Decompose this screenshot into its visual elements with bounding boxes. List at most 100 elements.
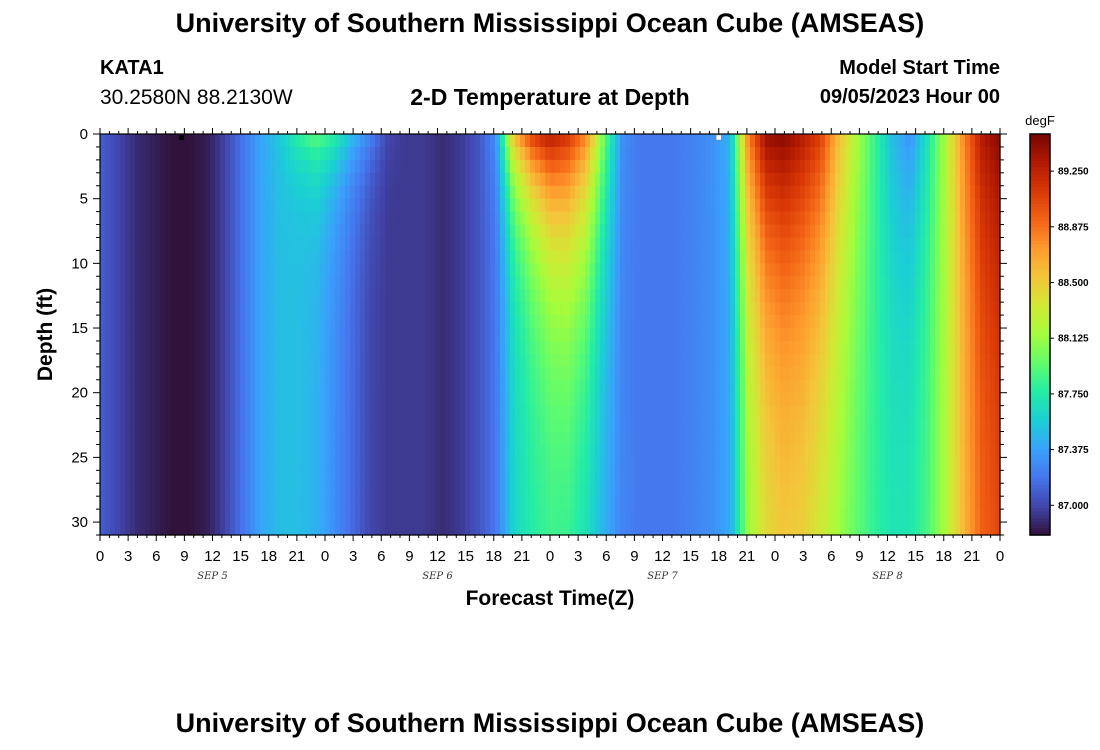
heatmap-cell [385,185,391,200]
heatmap-cell [130,340,136,355]
heatmap-cell [880,392,886,407]
heatmap-cell [610,470,616,484]
heatmap-cell [370,146,376,161]
heatmap-cell [460,250,466,264]
heatmap-cell [745,263,751,277]
heatmap-cell [680,302,686,316]
heatmap-cell [590,353,596,368]
chart-title: 2-D Temperature at Depth [410,84,690,110]
heatmap-cell [710,328,716,342]
heatmap-cell [595,146,601,161]
heatmap-cell [115,405,121,420]
heatmap-cell [855,431,861,446]
heatmap-cell [775,185,781,200]
heatmap-cell [625,302,631,316]
heatmap-cell [475,276,481,290]
heatmap-cell [695,353,701,368]
heatmap-cell [780,146,786,161]
heatmap-cell [235,509,241,523]
heatmap-cell [320,134,326,148]
heatmap-cell [655,315,661,329]
heatmap-cell [725,302,731,316]
heatmap-cell [505,522,511,536]
heatmap-cell [680,522,686,536]
heatmap-cell [895,353,901,368]
heatmap-cell [330,134,336,148]
heatmap-cell [855,315,861,329]
heatmap-cell [170,379,176,394]
heatmap-cell [630,457,636,471]
heatmap-cell [330,276,336,290]
heatmap-cell [205,418,211,433]
heatmap-cell [725,496,731,510]
heatmap-cell [200,405,206,420]
heatmap-cell [845,522,851,536]
heatmap-cell [290,289,296,303]
heatmap-cell [545,302,551,316]
heatmap-cell [830,483,836,497]
heatmap-cell [595,289,601,303]
heatmap-cell [560,444,566,458]
heatmap-cell [385,276,391,290]
heatmap-cell [365,224,371,239]
heatmap-cell [160,134,166,148]
heatmap-cell [180,250,186,264]
heatmap-cell [255,366,261,381]
heatmap-cell [355,353,361,368]
heatmap-cell [165,159,171,174]
heatmap-cell [800,134,806,148]
heatmap-cell [255,353,261,368]
heatmap-cell [145,250,151,264]
heatmap-cell [230,353,236,368]
heatmap-cell [195,431,201,446]
heatmap-cell [750,289,756,303]
heatmap-cell [125,496,131,510]
heatmap-cell [890,418,896,433]
heatmap-cell [555,159,561,174]
heatmap-cell [875,431,881,446]
heatmap-cell [495,289,501,303]
heatmap-cell [205,302,211,316]
heatmap-cell [750,237,756,252]
heatmap-cell [540,444,546,458]
heatmap-cell [845,315,851,329]
heatmap-cell [545,379,551,394]
heatmap-cell [205,289,211,303]
heatmap-cell [560,418,566,433]
heatmap-cell [205,509,211,523]
heatmap-cell [635,392,641,407]
heatmap-cell [150,353,156,368]
heatmap-cell [355,302,361,316]
heatmap-cell [440,340,446,355]
heatmap-cell [440,315,446,329]
heatmap-cell [350,379,356,394]
heatmap-cell [605,159,611,174]
heatmap-cell [220,509,226,523]
heatmap-cell [190,198,196,213]
heatmap-cell [275,444,281,458]
heatmap-cell [215,405,221,420]
heatmap-cell [365,328,371,342]
heatmap-cell [165,237,171,252]
heatmap-cell [685,483,691,497]
heatmap-cell [485,263,491,277]
heatmap-cell [750,172,756,187]
heatmap-cell [835,237,841,252]
heatmap-cell [400,379,406,394]
heatmap-cell [540,289,546,303]
heatmap-cell [740,418,746,433]
heatmap-cell [100,431,106,446]
heatmap-cell [815,250,821,264]
heatmap-cell [130,457,136,471]
heatmap-cell [765,522,771,536]
heatmap-cell [735,457,741,471]
heatmap-cell [675,146,681,161]
heatmap-cell [220,172,226,187]
heatmap-cell [165,457,171,471]
heatmap-cell [730,211,736,226]
heatmap-cell [125,159,131,174]
heatmap-cell [110,328,116,342]
heatmap-cell [235,146,241,161]
heatmap-cell [310,405,316,420]
heatmap-cell [225,198,231,213]
